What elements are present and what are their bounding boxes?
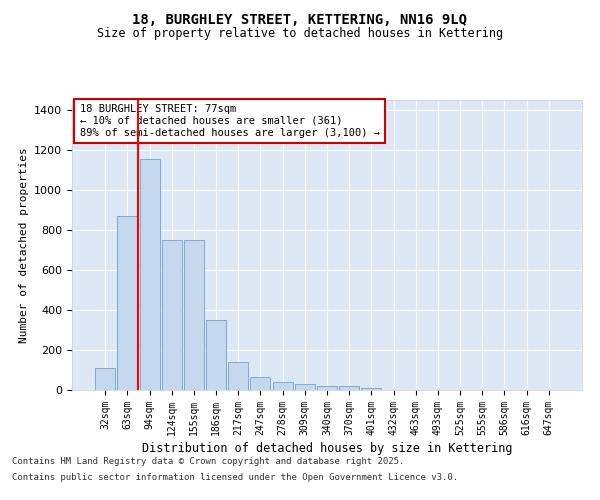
Bar xyxy=(317,386,337,390)
Y-axis label: Number of detached properties: Number of detached properties xyxy=(19,147,29,343)
X-axis label: Distribution of detached houses by size in Kettering: Distribution of detached houses by size … xyxy=(142,442,512,455)
Text: 18, BURGHLEY STREET, KETTERING, NN16 9LQ: 18, BURGHLEY STREET, KETTERING, NN16 9LQ xyxy=(133,12,467,26)
Bar xyxy=(361,388,382,390)
Bar xyxy=(118,216,137,390)
Bar xyxy=(162,240,182,390)
Bar xyxy=(140,159,160,390)
Text: Size of property relative to detached houses in Kettering: Size of property relative to detached ho… xyxy=(97,28,503,40)
Bar xyxy=(184,240,204,390)
Text: 18 BURGHLEY STREET: 77sqm
← 10% of detached houses are smaller (361)
89% of semi: 18 BURGHLEY STREET: 77sqm ← 10% of detac… xyxy=(80,104,380,138)
Bar xyxy=(250,377,271,390)
Text: Contains public sector information licensed under the Open Government Licence v3: Contains public sector information licen… xyxy=(12,472,458,482)
Bar xyxy=(272,382,293,390)
Bar xyxy=(228,362,248,390)
Bar xyxy=(95,368,115,390)
Text: Contains HM Land Registry data © Crown copyright and database right 2025.: Contains HM Land Registry data © Crown c… xyxy=(12,458,404,466)
Bar xyxy=(295,384,315,390)
Bar xyxy=(339,386,359,390)
Bar xyxy=(206,320,226,390)
